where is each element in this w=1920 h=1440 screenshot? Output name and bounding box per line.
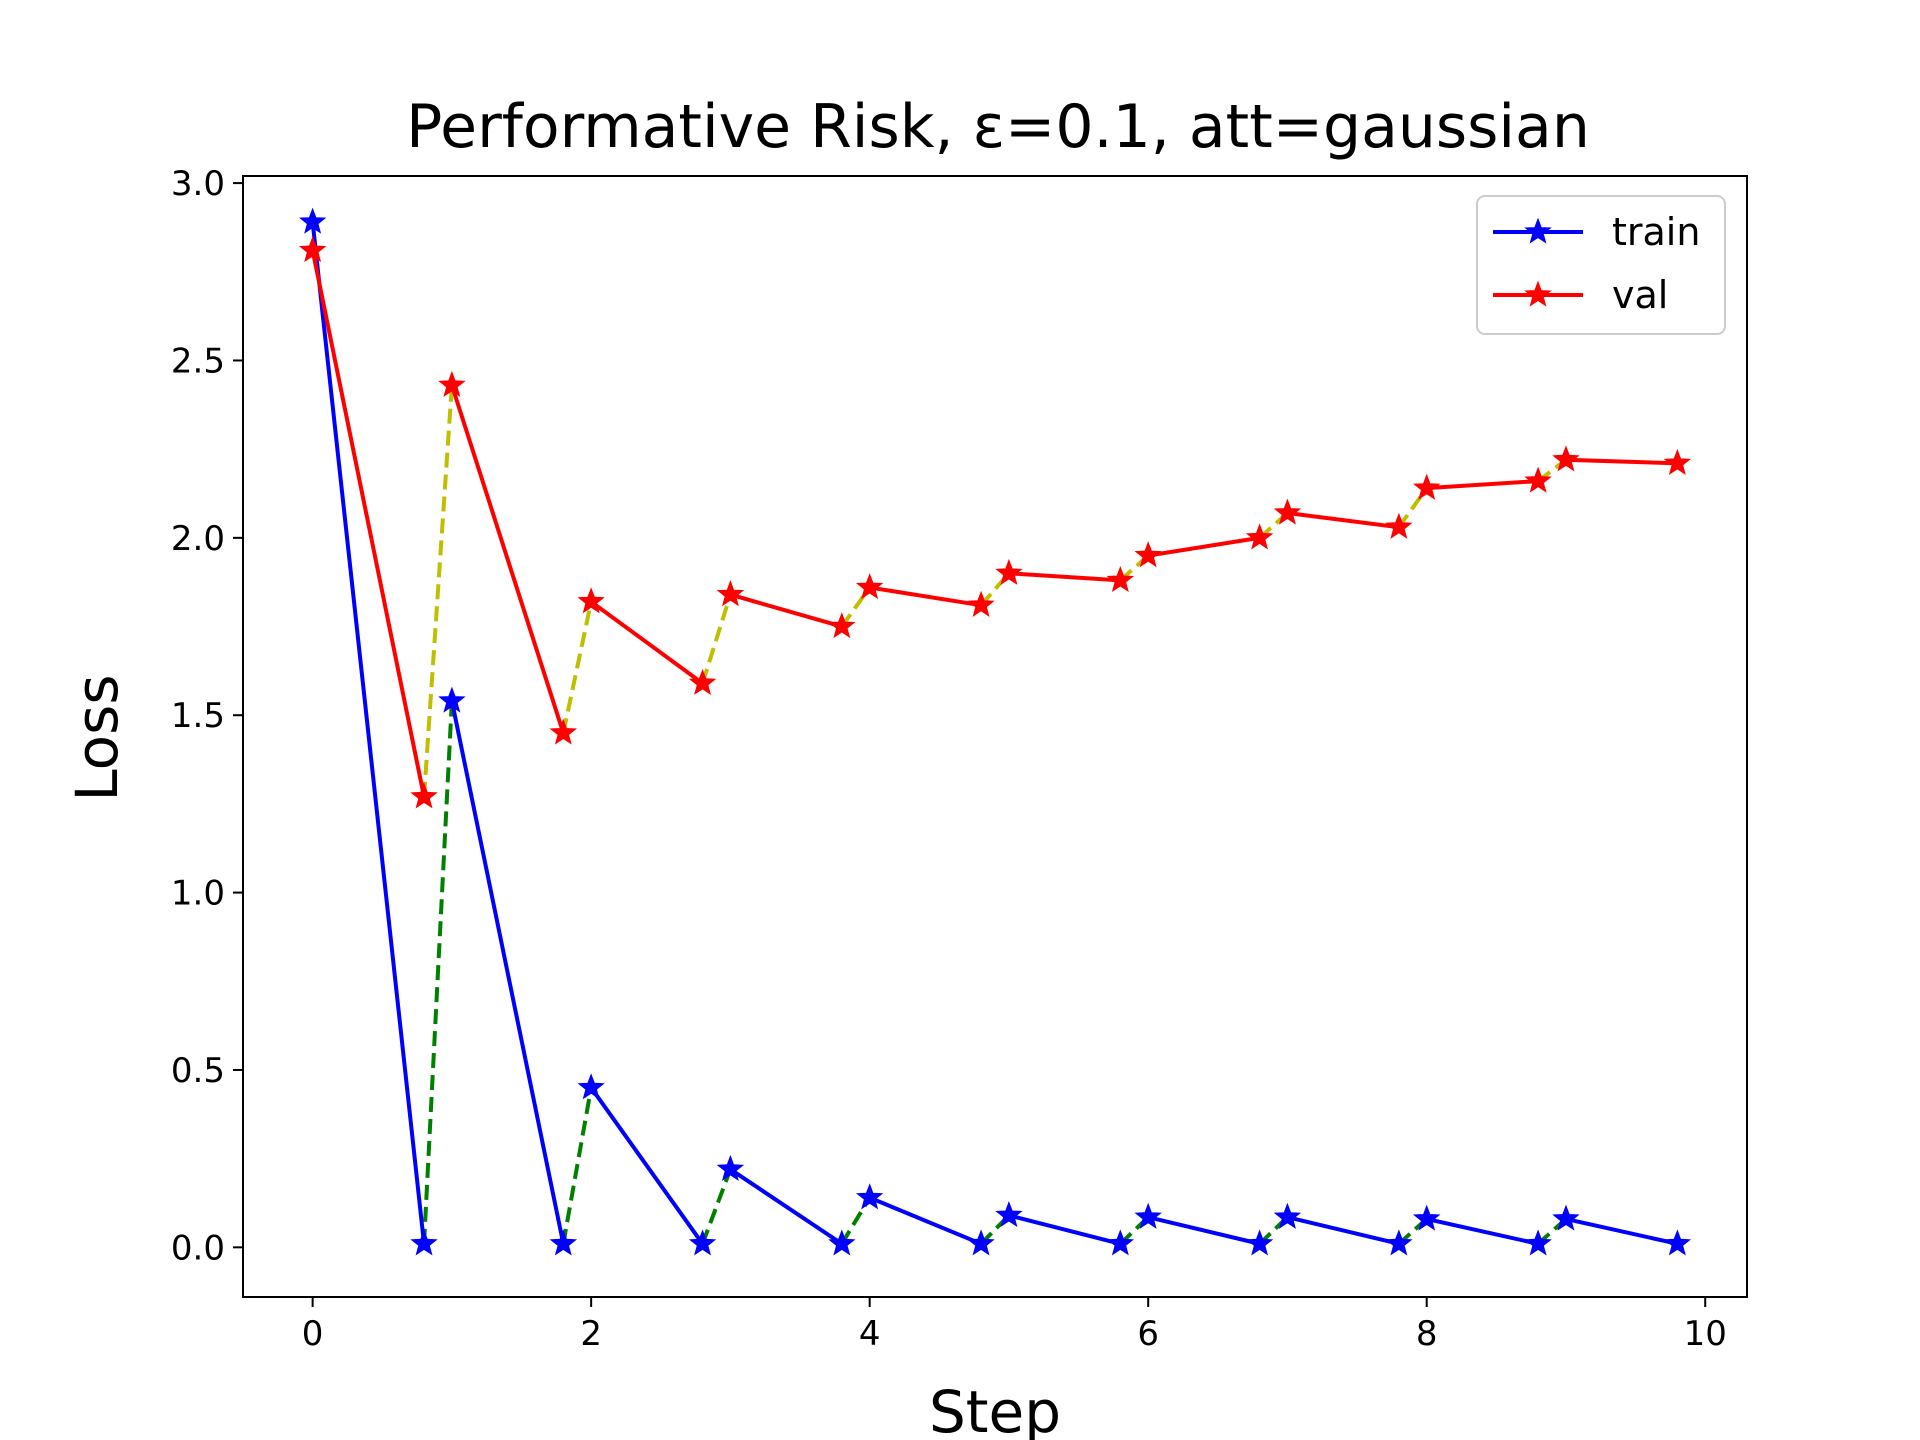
train-point <box>1663 1229 1692 1256</box>
train-transition-line <box>422 700 454 1244</box>
val-point <box>995 558 1023 585</box>
val-segment <box>867 585 984 608</box>
train-point <box>549 1229 578 1256</box>
x-tick-label: 4 <box>859 1314 881 1354</box>
val-point <box>410 782 438 809</box>
val-point <box>1106 565 1135 593</box>
val-segment <box>1424 478 1541 491</box>
val-point <box>967 590 995 617</box>
val-point <box>298 236 327 263</box>
val-point <box>1552 445 1580 472</box>
val-transition-line <box>840 586 872 628</box>
val-point <box>1412 473 1441 500</box>
train-point <box>967 1229 995 1256</box>
val-segment <box>1145 535 1262 558</box>
train-point <box>1273 1202 1302 1229</box>
y-axis-label: Loss <box>63 674 131 801</box>
val-segment <box>1563 457 1680 466</box>
val-point <box>1134 541 1162 568</box>
train-point <box>1106 1229 1135 1256</box>
plot-frame <box>242 175 1748 1298</box>
val-point <box>438 370 466 397</box>
train-segment <box>727 1166 845 1247</box>
train-point <box>1385 1229 1413 1256</box>
val-point <box>688 668 717 695</box>
val-segment <box>1006 571 1123 583</box>
legend-marker-val <box>1524 280 1552 307</box>
val-segment <box>588 598 706 687</box>
y-tick-label: 0.0 <box>171 1228 225 1268</box>
legend-marker-train <box>1524 217 1552 244</box>
train-point <box>995 1200 1023 1228</box>
val-segment <box>727 592 845 630</box>
val-point <box>1524 466 1552 493</box>
y-tick-label: 1.0 <box>171 874 225 914</box>
train-point <box>1552 1204 1580 1231</box>
val-point <box>1385 512 1413 539</box>
val-point <box>716 580 745 607</box>
val-point <box>1245 523 1274 550</box>
val-segment <box>310 248 427 800</box>
val-segment <box>1285 510 1402 530</box>
val-point <box>1663 448 1692 476</box>
y-axis: 0.0 0.5 1.0 1.5 2.0 2.5 3.0 <box>171 164 243 1268</box>
train-segment <box>1563 1216 1680 1247</box>
train-segment <box>310 219 427 1246</box>
y-tick-label: 3.0 <box>171 164 225 204</box>
train-segment <box>449 698 566 1247</box>
x-tick-label: 10 <box>1684 1314 1727 1354</box>
train-point <box>577 1073 605 1100</box>
x-tick-label: 0 <box>302 1314 324 1354</box>
chart-title: Performative Risk, ε=0.1, att=gaussian <box>406 92 1590 162</box>
val-point <box>1273 498 1302 525</box>
val-transition-line <box>561 601 594 734</box>
legend: train val <box>1476 195 1726 335</box>
y-tick-label: 1.5 <box>171 696 225 736</box>
train-point <box>298 207 327 234</box>
train-segment <box>1285 1214 1402 1247</box>
train-segment <box>1424 1216 1541 1247</box>
train-segment <box>1006 1212 1123 1247</box>
train-point <box>828 1229 856 1256</box>
x-tick-label: 6 <box>1137 1314 1159 1354</box>
train-point <box>716 1154 745 1181</box>
x-axis-label: Step <box>929 1378 1061 1440</box>
val-transition-line <box>422 385 454 797</box>
val-point <box>828 612 856 639</box>
train-point <box>438 686 466 713</box>
train-point <box>1412 1204 1441 1231</box>
val-point <box>855 573 884 600</box>
val-point <box>577 587 605 614</box>
legend-items: train val <box>1493 210 1700 317</box>
plot-content <box>298 207 1692 1256</box>
train-point <box>1524 1229 1552 1256</box>
y-tick-label: 2.5 <box>171 341 225 381</box>
val-transition-line <box>700 594 733 684</box>
train-point <box>688 1229 717 1256</box>
train-transition-line <box>561 1087 594 1245</box>
train-point <box>855 1183 884 1210</box>
val-transition-line <box>1397 487 1429 529</box>
legend-label-val: val <box>1612 273 1668 317</box>
x-tick-label: 8 <box>1416 1314 1438 1354</box>
x-axis: 0 2 4 6 8 10 <box>302 1297 1727 1354</box>
train-point <box>410 1229 438 1256</box>
train-segment <box>867 1195 984 1247</box>
train-segment <box>588 1084 706 1247</box>
y-tick-label: 2.0 <box>171 519 225 559</box>
legend-label-train: train <box>1612 210 1700 254</box>
train-transition-line <box>700 1168 733 1245</box>
train-segment <box>1145 1214 1263 1247</box>
val-segment <box>449 382 566 736</box>
y-tick-label: 0.5 <box>171 1051 225 1091</box>
train-point <box>1134 1202 1162 1229</box>
val-point <box>549 718 578 745</box>
train-point <box>1245 1229 1274 1256</box>
x-tick-label: 2 <box>580 1314 602 1354</box>
